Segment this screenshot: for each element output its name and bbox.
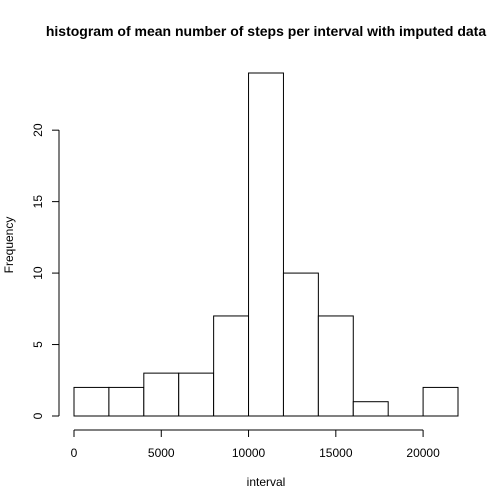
x-axis-label: interval [247, 475, 286, 489]
y-tick-label-4: 20 [31, 123, 45, 137]
histogram-bar-5 [248, 72, 284, 417]
y-tick-label-2: 10 [31, 266, 45, 280]
histogram-bar-10 [422, 386, 459, 417]
x-tick-label-4: 20000 [406, 446, 440, 460]
histogram-bar-4 [213, 315, 250, 417]
y-tick-label-3: 15 [31, 195, 45, 209]
histogram-bar-3 [178, 372, 215, 417]
histogram-bar-8 [352, 401, 389, 417]
bars-group [73, 72, 459, 417]
histogram-bar-6 [282, 272, 319, 417]
chart-title: histogram of mean number of steps per in… [46, 23, 487, 39]
histogram-bar-1 [108, 386, 145, 417]
histogram-bar-2 [143, 372, 180, 417]
histogram-bar-0 [73, 386, 110, 417]
x-tick-label-3: 15000 [319, 446, 353, 460]
y-axis-label: Frequency [2, 217, 16, 274]
y-axis: 0 5 10 15 20 [31, 123, 60, 419]
x-axis: 0 5000 10000 15000 20000 [71, 429, 440, 460]
x-tick-label-1: 5000 [148, 446, 175, 460]
y-tick-label-1: 5 [31, 341, 45, 348]
x-tick-label-0: 0 [71, 446, 78, 460]
histogram-bar-7 [317, 315, 354, 417]
x-tick-label-2: 10000 [232, 446, 266, 460]
y-tick-label-0: 0 [31, 412, 45, 419]
